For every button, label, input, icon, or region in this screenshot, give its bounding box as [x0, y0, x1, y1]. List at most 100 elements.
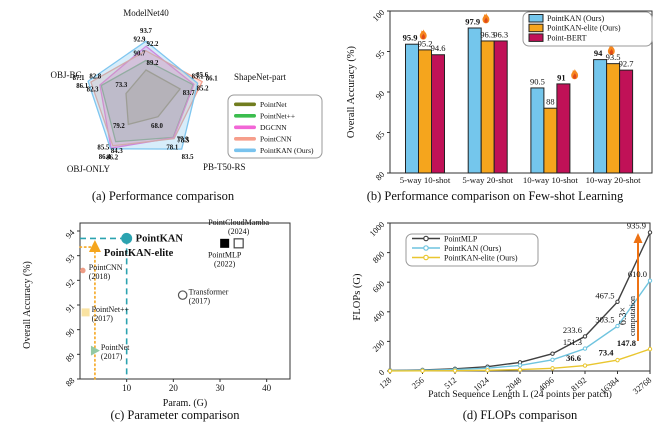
- point-label: PointKAN-elite: [104, 248, 174, 259]
- point-label: PointNet: [101, 343, 130, 352]
- radar-value-label: 90.7: [134, 50, 146, 57]
- parameter-scatter-chart: (c) Parameter comparison 88 89 90 91 92 93 94 1…: [22, 218, 291, 422]
- legend-swatch: [528, 33, 544, 42]
- point-label: PointCNN: [89, 263, 123, 272]
- radar-axis-label: OBJ-BG: [50, 70, 82, 80]
- radar-value-label: 83.7: [183, 90, 195, 97]
- legend-label: PointNet++: [260, 112, 295, 121]
- line-series-pointkan-elite-ours--marker: [647, 346, 653, 352]
- y-tick: 85: [373, 129, 386, 142]
- line-value-label: 147.8: [617, 338, 636, 348]
- radar-value-label: 84.3: [111, 148, 123, 155]
- point-sublabel: (2024): [228, 227, 250, 236]
- line-series-pointkan-ours--marker: [615, 323, 620, 329]
- legend-label: Point-BERT: [547, 33, 587, 42]
- line-value-label: 233.6: [563, 325, 582, 335]
- line-series-pointmlp-marker: [582, 334, 588, 339]
- ratio-arrow-head: [633, 233, 643, 243]
- line-series-pointkan-elite-ours--marker: [615, 357, 620, 363]
- line-value-label: 151.3: [563, 337, 582, 347]
- line-series-pointkan-elite-ours--marker: [582, 363, 588, 368]
- radar-axis-label: ModelNet40: [123, 8, 169, 18]
- radar-value-label: 92.2: [147, 41, 159, 48]
- radar-series-pointnet: [125, 69, 182, 126]
- panel-d-caption: (d) FLOPs comparison: [463, 408, 578, 422]
- line-value-label: 610.0: [628, 269, 647, 279]
- flame-icon: [571, 68, 579, 80]
- fewshot-bar-chart: (b) Performance comparison on Few-shot L…: [346, 7, 653, 203]
- legend-swatch: [234, 125, 256, 130]
- y-tick: 92: [63, 277, 76, 290]
- radar-value-label: 79.2: [113, 123, 125, 130]
- radar-value-label: 92.9: [134, 36, 146, 43]
- scatter-point-pointcnn: [80, 267, 86, 274]
- y-tick: 94: [63, 227, 77, 241]
- panel-fewshot-comparison: (b) Performance comparison on Few-shot L…: [330, 0, 660, 211]
- bar-value-label: 92.7: [619, 59, 634, 69]
- radar-axis-label: PB-T50-RS: [203, 162, 246, 172]
- bar-value-label: 96.3: [480, 29, 495, 39]
- scatter-point-pointmlp: [220, 238, 230, 248]
- legend-label: PointKAN (Ours): [260, 146, 314, 155]
- x-tick: 20: [169, 383, 179, 393]
- radar-value-label: 78.5: [178, 138, 190, 145]
- flame-icon: [607, 44, 615, 55]
- radar-series-pointcnn: [90, 50, 204, 147]
- line-series-pointkan-elite-ours--marker: [452, 368, 458, 373]
- bar-value-label: 90.5: [530, 76, 545, 86]
- y-tick: 95: [373, 48, 386, 61]
- panel-c-caption: (c) Parameter comparison: [110, 408, 240, 422]
- bar-value-label: 96.3: [493, 29, 508, 39]
- radar-value-label: 87.1: [73, 75, 85, 82]
- bar-5-way-10-shot-s2: [431, 54, 445, 174]
- y-tick: 600: [370, 279, 386, 295]
- bar-5-way-20-shot-s1: [480, 40, 495, 174]
- legend-label: PointKAN-elite (Ours): [444, 254, 518, 263]
- y-tick: 0: [376, 367, 386, 377]
- bar-10-way-10-shot-s1: [543, 107, 558, 174]
- x-axis-title: Param. (G): [163, 398, 207, 409]
- panel-a-caption: (a) Performance comparison: [92, 189, 235, 203]
- legend-label: PointCNN: [260, 135, 292, 144]
- y-axis-title: Overall Accuracy (%): [22, 261, 33, 349]
- x-category-label: 10-way 10-shot: [523, 175, 579, 185]
- radar-value-label: 85.5: [97, 145, 109, 152]
- x-tick: 128: [377, 375, 393, 391]
- line-value-label: 73.4: [599, 348, 615, 358]
- radar-value-label: 93.7: [140, 28, 152, 35]
- line-series-pointkan-elite-ours--marker: [420, 368, 425, 374]
- scatter-point-pointnet-: [81, 308, 90, 317]
- radar-axis-label: OBJ-ONLY: [67, 164, 111, 174]
- line-value-label: 36.6: [566, 353, 581, 363]
- point-sublabel: (2017): [92, 314, 114, 323]
- y-tick: 89: [63, 351, 76, 364]
- line-series-pointkan-elite-ours--marker: [517, 367, 523, 372]
- ratio-word-label: computation: [628, 296, 637, 336]
- legend-label: PointNet: [260, 100, 288, 109]
- line-series-pointkan-ours--marker: [647, 278, 653, 283]
- legend-swatch: [234, 102, 256, 107]
- y-tick: 90: [63, 326, 76, 339]
- radar-value-label: 85.1: [192, 73, 204, 80]
- legend-swatch: [528, 14, 544, 23]
- y-tick: 91: [63, 301, 76, 314]
- legend-swatch: [234, 114, 256, 118]
- radar-value-label: 86.1: [76, 83, 88, 90]
- x-category-label: 5-way 10-shot: [400, 175, 451, 185]
- panel-performance-comparison: (a) Performance comparison 93.7 92.9 92.2 9…: [0, 0, 330, 211]
- legend-box: [522, 11, 653, 47]
- x-tick: 30: [216, 383, 226, 393]
- radar-value-label: 85.6: [196, 72, 208, 79]
- point-label: PointCloudMamba: [208, 218, 269, 227]
- legend-marker: [423, 254, 429, 261]
- bar-value-label: 94.6: [431, 43, 446, 53]
- radar-value-label: 82.8: [89, 74, 101, 81]
- line-series-pointkan-elite-ours--marker: [550, 366, 555, 371]
- line-value-label: 935.9: [627, 220, 646, 230]
- scatter-point-pointkan-elite: [88, 240, 101, 253]
- y-axis-title: FLOPs (G): [352, 273, 363, 320]
- scatter-point-pointcloudmamba: [233, 238, 244, 249]
- x-axis-title: Patch Sequence Length L (24 points per p…: [428, 389, 612, 400]
- bar-10-way-10-shot-s0: [530, 87, 545, 174]
- y-tick: 200: [370, 338, 386, 354]
